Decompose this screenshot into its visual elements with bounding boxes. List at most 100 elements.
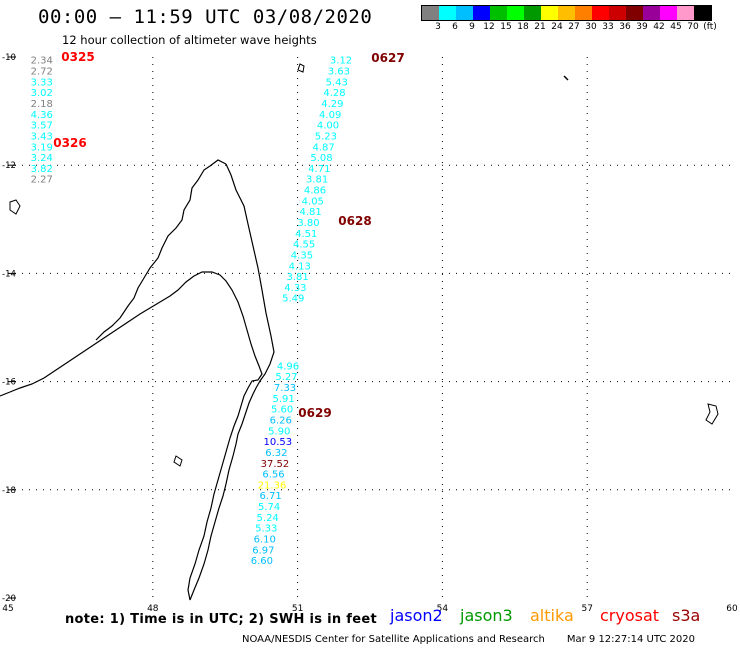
color-swatch xyxy=(490,6,507,20)
wave-height-value: 4.55 xyxy=(293,240,315,251)
color-swatch xyxy=(456,6,473,20)
color-swatch xyxy=(575,6,592,20)
wave-height-value: 3.24 xyxy=(31,153,53,164)
wave-height-value: 6.56 xyxy=(262,470,284,481)
page-subtitle: 12 hour collection of altimeter wave hei… xyxy=(62,33,317,47)
color-legend-label: 45 xyxy=(670,22,682,32)
satellite-legend-item: jason3 xyxy=(460,606,513,625)
wave-height-value: 2.27 xyxy=(31,175,53,186)
color-legend-label: 27 xyxy=(568,22,580,32)
wave-height-value: 3.82 xyxy=(31,164,53,175)
color-legend: 3 6 9 12 15 18 21 24 27 30 33 36 39 42 45 70 (ft) xyxy=(421,5,717,34)
tromelin-island xyxy=(297,63,305,73)
agalega-island xyxy=(563,75,569,81)
madagascar-north-tip xyxy=(95,159,227,341)
color-legend-label: 33 xyxy=(602,22,614,32)
wave-height-value: 3.33 xyxy=(31,77,53,88)
wave-height-value: 4.29 xyxy=(321,99,343,110)
pass-time-label: 0629 xyxy=(298,406,331,420)
color-swatch xyxy=(643,6,660,20)
wave-height-value: 3.02 xyxy=(31,88,53,99)
lat-tick-label: -12 xyxy=(2,161,16,171)
credit-text: NOAA/NESDIS Center for Satellite Applica… xyxy=(242,634,545,645)
wave-height-value: 6.71 xyxy=(259,491,281,502)
color-swatch xyxy=(626,6,643,20)
wave-height-value: 5.60 xyxy=(271,405,293,416)
satellite-legend-item: cryosat xyxy=(600,606,660,625)
wave-height-value: 5.23 xyxy=(315,131,337,142)
color-legend-label: 39 xyxy=(636,22,648,32)
wave-height-value: 4.33 xyxy=(284,283,306,294)
color-swatch xyxy=(694,6,711,20)
color-legend-label: 70 xyxy=(687,22,699,32)
wave-height-value: 6.32 xyxy=(265,448,287,459)
color-legend-labels: 3 6 9 12 15 18 21 24 27 30 33 36 39 42 45 70 (ft) xyxy=(421,22,717,34)
wave-height-value: 10.53 xyxy=(263,437,292,448)
wave-height-value: 5.08 xyxy=(310,153,332,164)
madagascar-coastline xyxy=(0,163,275,601)
color-legend-label: 42 xyxy=(653,22,665,32)
color-swatch xyxy=(609,6,626,20)
comoros-island xyxy=(9,199,21,215)
wave-height-value: 4.86 xyxy=(304,186,326,197)
satellite-legend-item: s3a xyxy=(672,606,701,625)
wave-height-value: 3.81 xyxy=(286,272,308,283)
wave-height-value: 3.43 xyxy=(31,131,53,142)
pass-time-label: 0326 xyxy=(53,136,86,150)
lon-tick-label: 51 xyxy=(292,604,303,614)
pass-time-label: 0627 xyxy=(371,51,404,65)
wave-height-value: 2.18 xyxy=(31,99,53,110)
wave-height-value: 4.36 xyxy=(31,110,53,121)
color-swatch xyxy=(439,6,456,20)
color-legend-label: (ft) xyxy=(703,22,717,32)
timestamp: Mar 9 12:27:14 UTC 2020 xyxy=(566,634,695,645)
wave-height-value: 3.80 xyxy=(297,218,319,229)
lat-tick-label: -20 xyxy=(2,594,16,604)
wave-height-value: 6.60 xyxy=(251,556,273,567)
wave-height-value: 5.24 xyxy=(257,513,279,524)
wave-height-value: 4.81 xyxy=(299,207,321,218)
wave-height-value: 21.36 xyxy=(258,480,287,491)
wave-height-value: 5.43 xyxy=(326,77,348,88)
wave-height-value: 7.33 xyxy=(274,383,296,394)
color-legend-label: 3 xyxy=(435,22,441,32)
footer-note: note: 1) Time is in UTC; 2) SWH is in fe… xyxy=(65,612,377,627)
pass-time-label: 0325 xyxy=(61,50,94,64)
wave-height-value: 4.28 xyxy=(323,88,345,99)
color-swatch xyxy=(507,6,524,20)
color-legend-label: 24 xyxy=(551,22,563,32)
color-swatch xyxy=(473,6,490,20)
wave-height-value: 4.71 xyxy=(308,164,330,175)
pass-time-labels: 0325 0326 0627 0628 0629 xyxy=(53,50,404,420)
wave-height-value: 4.96 xyxy=(277,361,299,372)
altimeter-tracks: 2.342.723.333.022.184.363.573.433.193.24… xyxy=(31,56,353,567)
color-legend-label: 36 xyxy=(619,22,631,32)
lon-tick-label: 60 xyxy=(726,604,738,614)
lon-tick-label: 48 xyxy=(147,604,159,614)
wave-height-value: 4.87 xyxy=(313,142,335,153)
color-legend-label: 12 xyxy=(483,22,495,32)
map-grid: 45 48 51 54 57 60 -10 -12 -14 -16 -18 -20 xyxy=(2,53,738,614)
color-swatch xyxy=(677,6,694,20)
color-legend-swatches xyxy=(421,5,712,21)
wave-height-value: 5.27 xyxy=(275,372,297,383)
wave-height-value: 6.10 xyxy=(254,534,276,545)
wave-height-value: 3.19 xyxy=(31,142,53,153)
wave-height-value: 3.57 xyxy=(31,121,53,132)
satellite-legend-item: jason2 xyxy=(390,606,443,625)
color-swatch xyxy=(660,6,677,20)
satellite-legend-item: altika xyxy=(530,606,574,625)
lon-tick-label: 45 xyxy=(2,604,13,614)
wave-height-value: 4.35 xyxy=(291,250,313,261)
reunion-island xyxy=(173,455,183,467)
wave-height-value: 4.51 xyxy=(295,229,317,240)
wave-height-value: 4.09 xyxy=(319,110,341,121)
color-legend-label: 15 xyxy=(500,22,512,32)
wave-height-value: 3.81 xyxy=(306,175,328,186)
wave-height-value: 4.00 xyxy=(317,121,339,132)
lon-tick-label: 54 xyxy=(437,604,449,614)
wave-height-value: 4.05 xyxy=(302,196,324,207)
lon-tick-label: 57 xyxy=(581,604,592,614)
lat-tick-label: -18 xyxy=(2,486,16,496)
lat-tick-label: -14 xyxy=(2,269,16,279)
